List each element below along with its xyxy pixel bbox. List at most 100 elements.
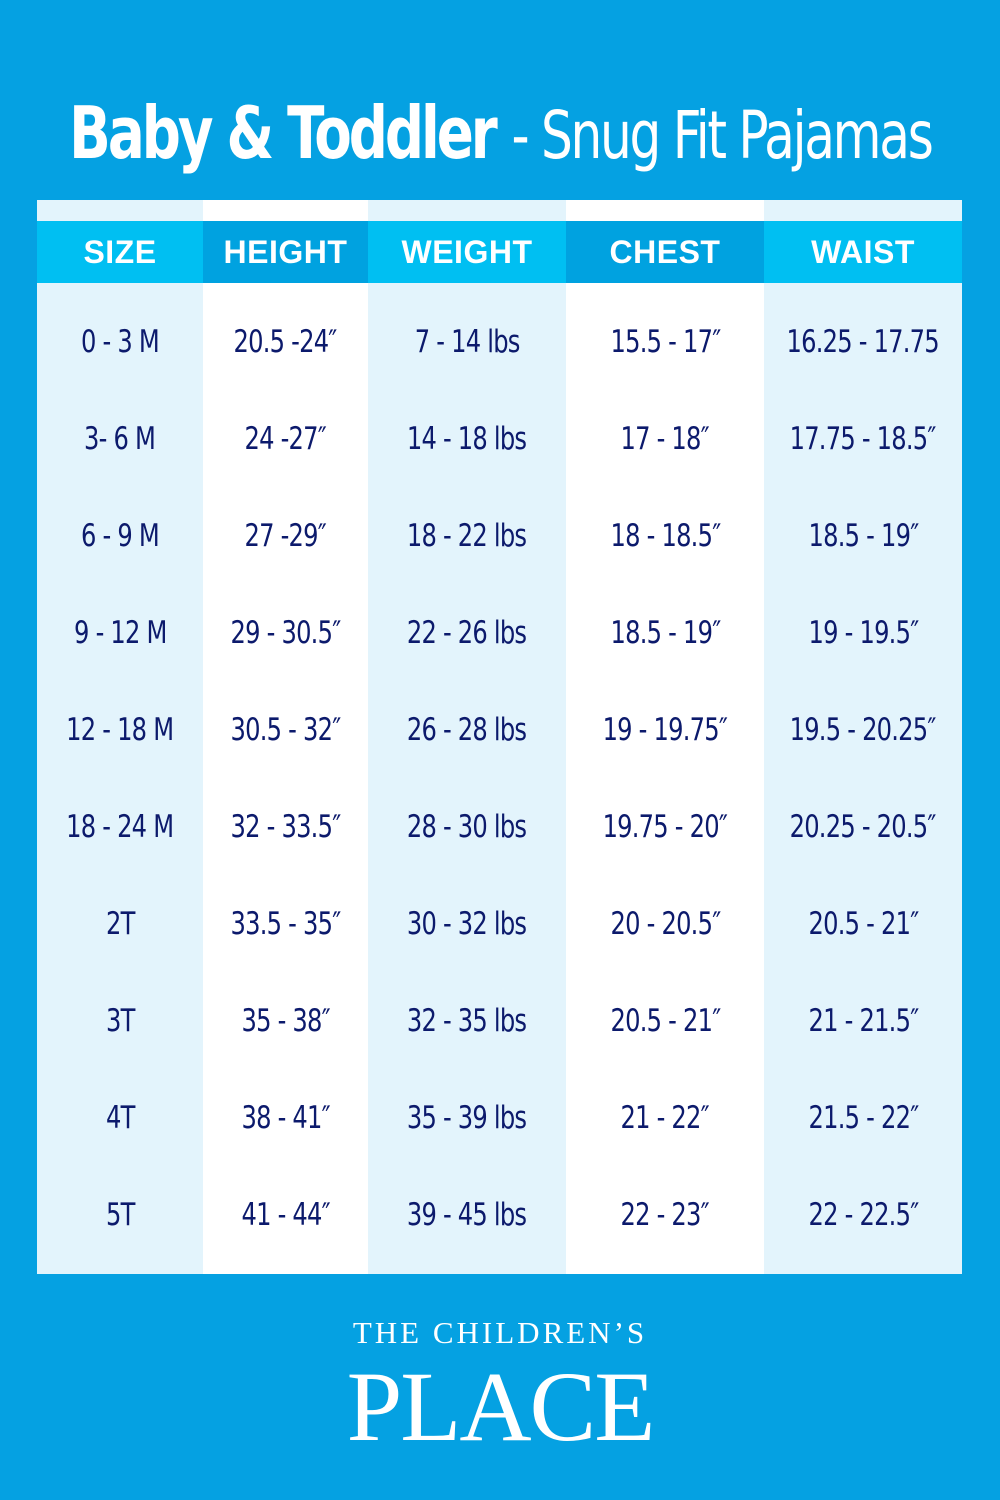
cell-value: 39 - 45 lbs: [407, 1196, 527, 1233]
cell-value: 9 - 12 M: [73, 614, 167, 651]
table-cell: 19.5 - 20.25″: [764, 681, 962, 778]
table-cell: 30 - 32 lbs: [368, 875, 566, 972]
cell-value: 18 - 22 lbs: [407, 517, 527, 554]
cell-value: 35 - 39 lbs: [407, 1099, 527, 1136]
table-cell: 32 - 35 lbs: [368, 972, 566, 1069]
table-cell: 3- 6 M: [37, 390, 203, 487]
logo-line1: THE CHILDREN’S: [352, 1315, 648, 1350]
table-cell: 19.75 - 20″: [566, 778, 764, 875]
cell-value: 20 - 20.5″: [610, 905, 721, 942]
table-cell: 29 - 30.5″: [203, 584, 368, 681]
column-header: WAIST: [764, 221, 962, 283]
cell-value: 6 - 9 M: [81, 517, 160, 554]
table-cell: 17.75 - 18.5″: [764, 390, 962, 487]
table-cell: 17 - 18″: [566, 390, 764, 487]
cell-value: 18 - 24 M: [66, 808, 174, 845]
cell-value: 4T: [105, 1099, 135, 1136]
table-cell: 35 - 38″: [203, 972, 368, 1069]
cell-value: 32 - 33.5″: [230, 808, 342, 845]
column-waist: WAIST 16.25 - 17.75 17.75 - 18.5″ 18.5 - 19…: [764, 200, 962, 1274]
cell-value: 19 - 19.75″: [602, 711, 728, 748]
cell-value: 21.5 - 22″: [808, 1099, 919, 1136]
table-cell: 4T: [37, 1069, 203, 1166]
table-cell: 3T: [37, 972, 203, 1069]
cell-value: 15.5 - 17″: [610, 323, 721, 360]
table-cell: 19 - 19.5″: [764, 584, 962, 681]
cell-value: 7 - 14 lbs: [414, 323, 521, 360]
cell-value: 20.5 - 21″: [808, 905, 919, 942]
cell-value: 14 - 18 lbs: [407, 420, 527, 457]
cell-value: 3T: [105, 1002, 135, 1039]
table-cell: 14 - 18 lbs: [368, 390, 566, 487]
column-height: HEIGHT 20.5 -24″ 24 -27″ 27 -29″ 29 - 30.5″ 3…: [203, 200, 368, 1274]
column-weight: WEIGHT 7 - 14 lbs 14 - 18 lbs 18 - 22 lbs 22…: [368, 200, 566, 1274]
table-cell: 38 - 41″: [203, 1069, 368, 1166]
column-header: WEIGHT: [368, 221, 566, 283]
table-cell: 21.5 - 22″: [764, 1069, 962, 1166]
cell-value: 27 -29″: [244, 517, 327, 554]
cell-value: 20.25 - 20.5″: [789, 808, 937, 845]
table-cell: 22 - 23″: [566, 1166, 764, 1263]
cell-value: 22 - 23″: [620, 1196, 710, 1233]
table-cell: 20.5 - 21″: [764, 875, 962, 972]
cell-value: 18 - 18.5″: [610, 517, 721, 554]
table-cell: 20 - 20.5″: [566, 875, 764, 972]
cell-value: 30.5 - 32″: [230, 711, 342, 748]
cell-value: 19.75 - 20″: [602, 808, 728, 845]
table-cell: 15.5 - 17″: [566, 293, 764, 390]
table-cell: 6 - 9 M: [37, 487, 203, 584]
table-cell: 33.5 - 35″: [203, 875, 368, 972]
table-cell: 27 -29″: [203, 487, 368, 584]
table-cell: 2T: [37, 875, 203, 972]
table-cell: 19 - 19.75″: [566, 681, 764, 778]
table-cell: 18.5 - 19″: [566, 584, 764, 681]
brand-logo: THE CHILDREN’S PLACE: [0, 1314, 1000, 1462]
cell-value: 29 - 30.5″: [230, 614, 342, 651]
table-cell: 39 - 45 lbs: [368, 1166, 566, 1263]
cell-value: 18.5 - 19″: [808, 517, 919, 554]
table-cell: 18 - 18.5″: [566, 487, 764, 584]
column-header: CHEST: [566, 221, 764, 283]
table-cell: 22 - 22.5″: [764, 1166, 962, 1263]
cell-value: 41 - 44″: [241, 1196, 330, 1233]
title-sub: - Snug Fit Pajamas: [511, 97, 933, 174]
table-cell: 21 - 22″: [566, 1069, 764, 1166]
cell-value: 22 - 22.5″: [808, 1196, 919, 1233]
table-cell: 35 - 39 lbs: [368, 1069, 566, 1166]
cell-value: 19.5 - 20.25″: [789, 711, 937, 748]
cell-value: 35 - 38″: [241, 1002, 330, 1039]
cell-value: 17 - 18″: [620, 420, 710, 457]
table-cell: 12 - 18 M: [37, 681, 203, 778]
table-cell: 0 - 3 M: [37, 293, 203, 390]
title-group: Baby & Toddler - Snug Fit Pajamas: [68, 88, 934, 181]
table-cell: 20.5 -24″: [203, 293, 368, 390]
cell-value: 28 - 30 lbs: [407, 808, 527, 845]
cell-value: 17.75 - 18.5″: [789, 420, 937, 457]
table-cell: 5T: [37, 1166, 203, 1263]
table-cell: 32 - 33.5″: [203, 778, 368, 875]
table-cell: 18 - 22 lbs: [368, 487, 566, 584]
table-cell: 41 - 44″: [203, 1166, 368, 1263]
cell-value: 22 - 26 lbs: [407, 614, 527, 651]
cell-value: 16.25 - 17.75: [786, 323, 940, 360]
cell-value: 20.5 - 21″: [610, 1002, 721, 1039]
cell-value: 18.5 - 19″: [610, 614, 721, 651]
table-cell: 30.5 - 32″: [203, 681, 368, 778]
table-cell: 22 - 26 lbs: [368, 584, 566, 681]
cell-value: 32 - 35 lbs: [407, 1002, 527, 1039]
page-title: Baby & Toddler - Snug Fit Pajamas: [0, 88, 1000, 181]
cell-value: 0 - 3 M: [81, 323, 160, 360]
cell-value: 20.5 -24″: [233, 323, 338, 360]
table-cell: 20.25 - 20.5″: [764, 778, 962, 875]
table-cell: 16.25 - 17.75: [764, 293, 962, 390]
cell-value: 12 - 18 M: [66, 711, 174, 748]
table-cell: 21 - 21.5″: [764, 972, 962, 1069]
table-cell: 26 - 28 lbs: [368, 681, 566, 778]
column-header: HEIGHT: [203, 221, 368, 283]
cell-value: 19 - 19.5″: [808, 614, 919, 651]
cell-value: 21 - 22″: [620, 1099, 710, 1136]
column-chest: CHEST 15.5 - 17″ 17 - 18″ 18 - 18.5″ 18.5 - …: [566, 200, 764, 1274]
cell-value: 2T: [105, 905, 135, 942]
title-main: Baby & Toddler: [68, 91, 498, 175]
size-chart-table: SIZE 0 - 3 M 3- 6 M 6 - 9 M 9 - 12 M 12 - 18 …: [37, 200, 962, 1274]
